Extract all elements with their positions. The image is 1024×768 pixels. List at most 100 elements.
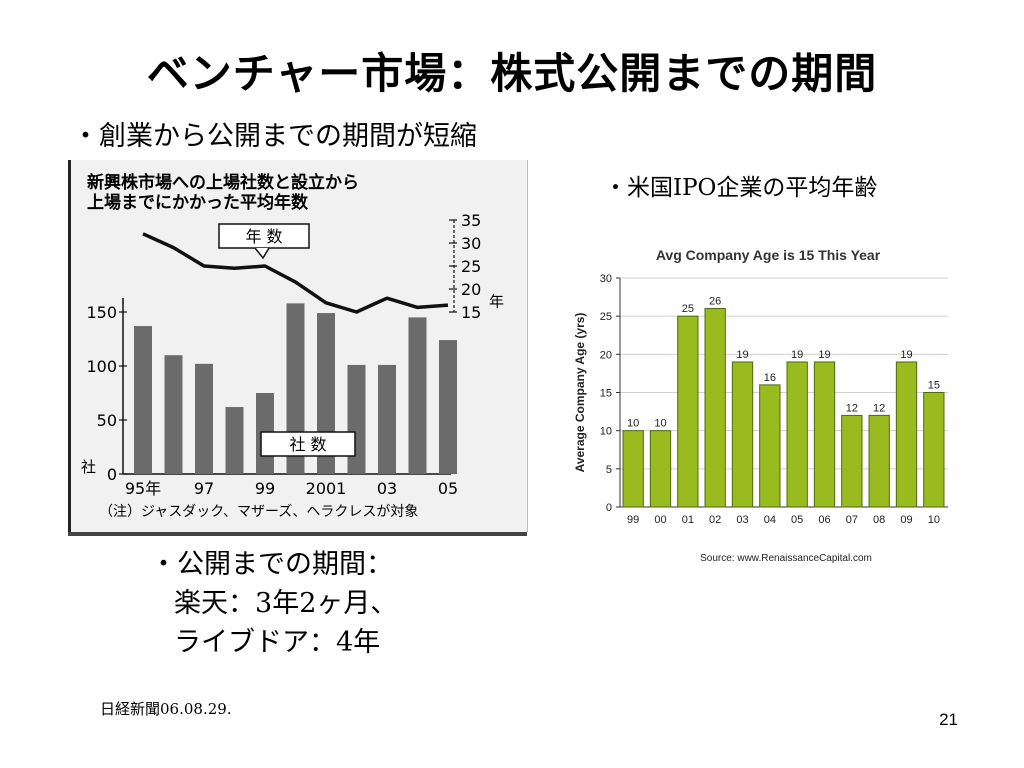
- right-x-tick-label: 99: [627, 514, 639, 526]
- note-rakuten-label: 楽天：: [174, 588, 255, 619]
- note-livedoor: ライブドア：4年: [150, 623, 397, 662]
- note-livedoor-label: ライブドア：: [174, 627, 336, 658]
- right-y-tick-label: 15: [600, 388, 612, 400]
- company-age-bar: [731, 361, 754, 508]
- company-age-bar: [923, 392, 945, 508]
- right-y-tick-label: 5: [606, 464, 612, 476]
- right-y-tick-label: 35: [461, 211, 481, 230]
- company-age-bar: [622, 430, 644, 508]
- source-footnote: 日経新聞06.08.29.: [100, 698, 232, 719]
- listing-period-notes: ・公開までの期間： 楽天：3年2ヶ月、 ライブドア：4年: [150, 545, 397, 662]
- company-age-bar: [813, 361, 836, 508]
- right-y-axis-label: Average Company Age (yrs): [573, 313, 587, 473]
- company-age-data-label: 12: [873, 402, 885, 414]
- left-x-tick-label: 97: [194, 479, 214, 498]
- company-count-bar: [408, 317, 427, 474]
- slide-title: ベンチャー市場：株式公開までの期間: [146, 49, 878, 98]
- left-x-tick-label: 95年: [125, 479, 161, 498]
- left-chart-svg: 新興株市場への上場社数と設立から上場までにかかった平均年数050100150社1…: [81, 172, 504, 520]
- company-count-bar: [439, 340, 457, 474]
- note-rakuten-years: 3: [255, 588, 273, 619]
- company-count-bar: [225, 407, 244, 474]
- left-y-tick-label: 0: [107, 465, 117, 484]
- left-x-tick-label: 99: [255, 479, 275, 498]
- company-age-bar: [841, 414, 863, 508]
- company-age-data-label: 19: [818, 349, 830, 361]
- company-age-data-label: 19: [736, 349, 748, 361]
- companies-legend-box: [260, 431, 356, 457]
- note-livedoor-years: 4: [336, 627, 354, 658]
- bullet-us-prefix: ・米国: [604, 175, 673, 201]
- right-x-tick-label: 06: [818, 514, 830, 526]
- company-count-bar: [347, 364, 366, 474]
- right-y-tick-label: 20: [600, 349, 612, 361]
- right-x-tick-label: 08: [873, 514, 885, 526]
- company-count-bar: [164, 355, 183, 474]
- company-count-bar: [378, 364, 396, 474]
- company-age-data-label: 10: [627, 418, 639, 430]
- company-age-bar: [868, 414, 890, 508]
- left-x-tick-label: 2001: [306, 479, 347, 498]
- right-y-tick-label: 30: [600, 273, 612, 285]
- note-rakuten: 楽天：3年2ヶ月、: [150, 584, 397, 623]
- left-chart-footnote: （注）ジャスダック、マザーズ、ヘラクレスが対象: [99, 504, 418, 520]
- right-x-tick-label: 00: [654, 514, 666, 526]
- right-x-tick-label: 10: [928, 514, 940, 526]
- company-age-data-label: 25: [682, 303, 694, 315]
- footnote-paper: 日経新聞: [100, 700, 161, 718]
- right-x-tick-label: 03: [736, 514, 748, 526]
- left-x-tick-label: 03: [377, 479, 397, 498]
- company-age-bar: [704, 308, 726, 508]
- company-age-data-label: 12: [846, 402, 858, 414]
- years-legend-label: 年 数: [245, 227, 282, 246]
- right-x-tick-label: 09: [900, 514, 912, 526]
- companies-legend-label: 社 数: [289, 435, 326, 454]
- company-age-bar: [895, 361, 918, 508]
- right-x-tick-label: 04: [764, 514, 776, 526]
- company-age-bar: [677, 315, 699, 508]
- bullet-us-suffix: 企業の平均年齢: [716, 175, 878, 201]
- company-age-data-label: 26: [709, 296, 721, 308]
- company-age-bar: [759, 384, 781, 508]
- right-x-tick-label: 02: [709, 514, 721, 526]
- note-rakuten-months: 2: [299, 588, 317, 619]
- note-rakuten-nen: 年: [272, 588, 300, 619]
- left-y-tick-label: 150: [86, 303, 117, 322]
- left-chart-title-line-1: 新興株市場への上場社数と設立から: [87, 172, 359, 193]
- right-x-tick-label: 01: [682, 514, 694, 526]
- company-age-data-label: 10: [654, 418, 666, 430]
- company-age-data-label: 15: [928, 380, 940, 392]
- average-years-line: [142, 232, 449, 314]
- company-count-bar: [195, 363, 213, 474]
- right-x-tick-label: 05: [791, 514, 803, 526]
- bullet-startup-period: ・創業から公開までの期間が短縮: [72, 121, 477, 152]
- right-y-tick-label: 30: [461, 234, 481, 253]
- right-y-tick-label: 25: [600, 311, 612, 323]
- years-legend-pointer: [254, 247, 270, 260]
- right-y-tick-label: 10: [600, 426, 612, 438]
- company-age-data-label: 19: [791, 349, 803, 361]
- company-age-data-label: 16: [764, 372, 776, 384]
- company-age-data-label: 19: [900, 349, 912, 361]
- footnote-date: 06.08.29.: [160, 700, 232, 718]
- right-y-tick-label: 15: [461, 303, 481, 322]
- right-y-tick-label: 20: [461, 280, 481, 299]
- company-count-bar: [134, 326, 152, 474]
- company-age-bar: [786, 361, 808, 508]
- left-chart-panel: 新興株市場への上場社数と設立から 上場までにかかった平均年数 0 50 100 150 社 1…: [68, 160, 528, 536]
- right-y-tick-label: 25: [461, 257, 481, 276]
- right-x-tick-label: 07: [846, 514, 858, 526]
- bullet-us-ipo-age: ・米国IPO企業の平均年齢: [604, 168, 877, 202]
- right-chart-title: Avg Company Age is 15 This Year: [656, 247, 881, 263]
- bullet-ipo-text: IPO: [673, 175, 717, 201]
- years-legend-box: [218, 223, 310, 249]
- left-y-unit-label: 社: [81, 458, 96, 476]
- note-livedoor-nen: 年: [353, 627, 381, 658]
- note-heading: ・公開までの期間：: [150, 549, 393, 580]
- right-y-tick-label: 0: [606, 502, 612, 514]
- right-y-unit-label: 年: [489, 293, 504, 311]
- note-rakuten-kagetsu: ヶ月、: [316, 588, 398, 619]
- left-x-tick-label: 05: [438, 479, 458, 498]
- company-age-bar: [649, 430, 672, 508]
- page-number: 21: [939, 710, 958, 729]
